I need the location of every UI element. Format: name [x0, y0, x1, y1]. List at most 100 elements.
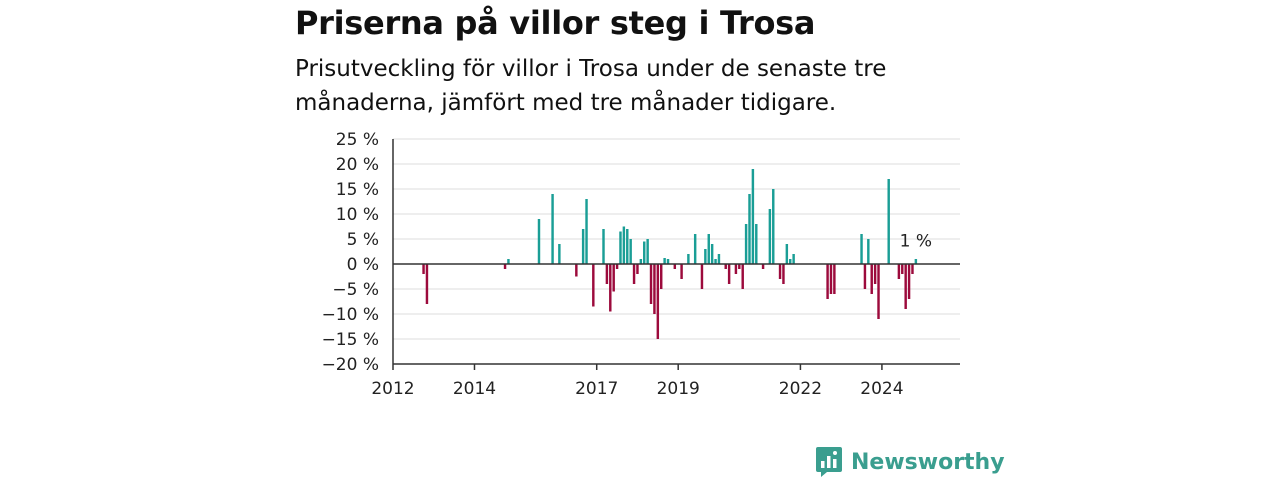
bars: [422, 169, 918, 339]
gridlines: [393, 138, 960, 365]
bar: [707, 234, 710, 264]
bar: [673, 264, 677, 269]
y-tick-label: 25 %: [336, 130, 379, 150]
bar: [700, 264, 704, 289]
bar: [860, 234, 863, 264]
bar: [422, 264, 425, 274]
chart-subtitle: Prisutveckling för villor i Trosa under …: [295, 56, 887, 116]
bar: [626, 229, 629, 264]
bar: [782, 264, 785, 284]
bar: [619, 231, 622, 264]
bar: [585, 199, 588, 264]
bar: [507, 259, 510, 264]
x-tick-label: 2022: [779, 379, 822, 399]
bar: [873, 264, 877, 284]
bar: [656, 264, 660, 339]
bar: [612, 264, 615, 292]
bar: [551, 194, 554, 264]
y-tick-label: −15 %: [322, 330, 379, 350]
bar: [904, 264, 907, 309]
bar: [741, 264, 744, 289]
bar: [751, 169, 755, 264]
x-tick-label: 2024: [860, 379, 903, 399]
bar: [738, 264, 741, 269]
bar: [761, 264, 765, 269]
chart-title: Priserna på villor steg i Trosa: [295, 4, 816, 42]
x-tick-label: 2019: [657, 379, 700, 399]
bar: [768, 209, 772, 264]
y-tick-label: 10 %: [336, 205, 379, 225]
bar: [792, 254, 795, 264]
bar: [629, 239, 632, 264]
y-tick-label: 0 %: [347, 255, 379, 275]
bar: [789, 259, 792, 264]
bar: [755, 224, 758, 264]
bar: [704, 249, 707, 264]
bar: [622, 226, 626, 264]
bar: [643, 241, 646, 264]
bar: [646, 239, 649, 264]
bar: [914, 259, 918, 264]
bar: [602, 229, 605, 264]
bar: [636, 264, 639, 274]
x-tick-label: 2012: [371, 379, 414, 399]
bar: [727, 264, 731, 284]
bar: [558, 244, 561, 264]
newsworthy-logo: Newsworthy: [815, 446, 1005, 478]
bar: [826, 264, 829, 299]
bar: [649, 264, 653, 304]
axes: [392, 139, 960, 370]
x-tick-label: 2014: [453, 379, 496, 399]
bar: [687, 254, 690, 264]
bar: [659, 264, 663, 289]
bar: [911, 264, 914, 274]
y-tick-label: −10 %: [322, 305, 379, 325]
bar: [744, 224, 748, 264]
bar: [863, 264, 867, 289]
latest-value-label: 1 %: [900, 232, 932, 252]
bar: [537, 219, 541, 264]
bar: [693, 234, 697, 264]
bar: [748, 194, 751, 264]
bar: [714, 259, 717, 264]
bar: [615, 264, 619, 269]
bar: [785, 244, 789, 264]
bar: [680, 264, 683, 279]
newsworthy-logo-text: Newsworthy: [851, 449, 1005, 475]
bar: [639, 259, 643, 264]
bar: [901, 264, 904, 274]
bar: [778, 264, 782, 279]
bar: [666, 259, 670, 264]
bar: [663, 258, 666, 264]
bar: [907, 264, 911, 299]
bar: [734, 264, 738, 274]
y-tick-label: 5 %: [347, 230, 379, 250]
bar: [867, 239, 870, 264]
bar: [503, 264, 507, 269]
bar: [653, 264, 656, 314]
y-tick-label: −20 %: [322, 355, 379, 375]
bar: [575, 264, 578, 277]
x-tick-label: 2017: [575, 379, 618, 399]
tick-labels: 25 % 20 % 15 % 10 % 5 % 0 % −5 % −10 % −15 % −20 …: [322, 130, 932, 399]
bar: [425, 264, 429, 304]
bar: [632, 264, 636, 284]
bar: [605, 264, 609, 284]
y-tick-label: 20 %: [336, 155, 379, 175]
newsworthy-logo-icon: [816, 447, 842, 477]
bar: [887, 179, 890, 264]
bar: [870, 264, 873, 294]
bar: [772, 189, 775, 264]
bar: [717, 254, 721, 264]
bar: [581, 229, 585, 264]
bar: [609, 264, 612, 312]
bar: [877, 264, 880, 319]
y-tick-label: 15 %: [336, 180, 379, 200]
bar: [833, 264, 836, 294]
bar: [829, 264, 833, 294]
bar: [724, 264, 727, 269]
bar: [592, 264, 595, 307]
bar: [897, 264, 901, 279]
bar: [710, 244, 714, 264]
